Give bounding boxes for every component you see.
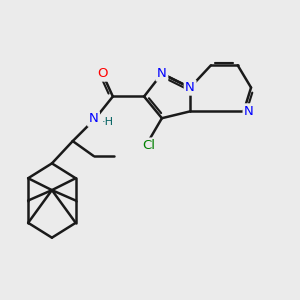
Text: N: N [244,105,254,118]
Text: O: O [97,67,108,80]
Text: N: N [89,112,98,125]
Text: N: N [157,67,167,80]
Text: ·H: ·H [101,117,113,127]
Text: N: N [185,81,195,94]
Text: Cl: Cl [142,139,155,152]
